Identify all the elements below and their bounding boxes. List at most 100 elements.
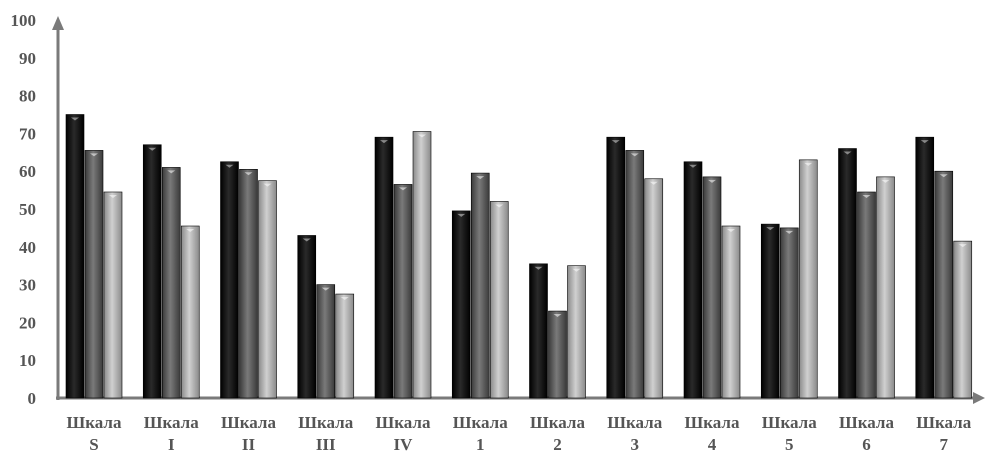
- bar-cap-1-2: [186, 229, 195, 233]
- bar-cap-11-2: [958, 244, 967, 248]
- y-tick-label: 50: [19, 200, 36, 219]
- bar-cap-1-0: [148, 147, 157, 151]
- x-tick-label-line2: 6: [862, 435, 871, 454]
- x-tick-label-line1: Шкала: [530, 413, 585, 432]
- bar-cap-7-1: [630, 153, 639, 157]
- bar-cap-1-1: [167, 170, 176, 174]
- bar-2-1: [239, 169, 258, 399]
- bar-cap-6-0: [534, 266, 543, 270]
- x-tick-label-line1: Шкала: [916, 413, 971, 432]
- bar-10-2: [876, 176, 895, 399]
- bar-8-0: [683, 161, 703, 399]
- x-tick-label: Шкала 6: [839, 413, 894, 454]
- bar-cap-0-2: [109, 194, 117, 198]
- bar-3-2: [335, 293, 355, 399]
- bar-0-0: [65, 114, 85, 399]
- bar-cap-4-1: [399, 187, 407, 191]
- bar-5-1: [470, 172, 490, 399]
- bar-4-2: [412, 131, 432, 399]
- bar-cap-6-2: [572, 268, 581, 272]
- bar-cap-7-2: [649, 181, 658, 185]
- bar-8-1: [702, 176, 722, 399]
- x-tick-label: Шкала III: [298, 413, 353, 454]
- x-axis-arrow: [973, 392, 985, 404]
- bar-6-1: [548, 310, 567, 399]
- x-tick-label: Шкала S: [67, 413, 122, 454]
- chart-axes: 0 10 20 30 40 50 60 70 80 90 100: [11, 11, 985, 408]
- bar-11-0: [915, 136, 935, 399]
- bar-9-0: [760, 223, 780, 399]
- bar-11-2: [953, 240, 973, 399]
- x-tick-label-line2: S: [89, 435, 98, 454]
- bar-cap-2-1: [244, 172, 253, 176]
- bar-cap-10-2: [881, 179, 890, 183]
- x-tick-label-line1: Шкала: [685, 413, 740, 432]
- bar-0-1: [84, 150, 104, 399]
- bar-cap-9-2: [804, 162, 813, 166]
- bar-5-0: [451, 210, 471, 399]
- y-tick-label: 60: [19, 162, 36, 181]
- x-tick-label: Шкала IV: [376, 413, 431, 454]
- bar-cap-8-0: [689, 164, 697, 168]
- x-tick-label: Шкала II: [221, 413, 276, 454]
- x-tick-label-line2: IV: [394, 435, 414, 454]
- bar-4-0: [374, 136, 394, 399]
- bar-cap-0-0: [71, 117, 79, 121]
- y-tick-label: 20: [19, 313, 36, 332]
- bar-9-1: [779, 227, 799, 399]
- bar-7-1: [625, 150, 645, 399]
- x-tick-label-line1: Шкала: [839, 413, 894, 432]
- x-tick-label-line1: Шкала: [762, 413, 817, 432]
- bar-1-2: [180, 225, 200, 399]
- x-tick-label-line1: Шкала: [67, 413, 122, 432]
- bar-cap-6-1: [553, 314, 562, 318]
- x-tick-label-line2: 2: [553, 435, 562, 454]
- bar-4-1: [393, 184, 413, 399]
- bar-3-1: [316, 284, 336, 399]
- x-tick-label-line1: Шкала: [144, 413, 199, 432]
- y-tick-label: 40: [19, 238, 36, 257]
- x-tick-label-line1: Шкала: [607, 413, 662, 432]
- bar-cap-5-2: [495, 204, 504, 208]
- bar-10-1: [857, 191, 876, 399]
- bar-cap-11-0: [920, 140, 929, 144]
- bar-cap-8-2: [727, 229, 735, 233]
- bar-cap-4-2: [418, 134, 426, 138]
- bar-5-2: [489, 201, 509, 399]
- bar-9-2: [798, 159, 818, 399]
- y-tick-label: 100: [11, 11, 37, 30]
- x-tick-label-line1: Шкала: [221, 413, 276, 432]
- bar-cap-11-1: [939, 174, 948, 178]
- bar-cap-9-1: [785, 230, 794, 234]
- y-tick-label: 30: [19, 276, 36, 295]
- bar-cap-3-0: [302, 238, 311, 242]
- category-labels: Шкала S Шкала I Шкала II Шкала III Шкала IV Шкала 1…: [67, 413, 972, 454]
- y-tick-label: 70: [19, 124, 36, 143]
- bar-6-0: [529, 263, 548, 399]
- x-tick-label: Шкала 7: [916, 413, 971, 454]
- x-tick-label: Шкала 5: [762, 413, 817, 454]
- y-tick-label: 0: [28, 389, 37, 408]
- bar-10-0: [838, 148, 857, 399]
- x-tick-label-line2: 1: [476, 435, 485, 454]
- bar-6-2: [567, 265, 586, 399]
- bars-group: [65, 114, 973, 399]
- bar-cap-7-0: [611, 140, 620, 144]
- x-tick-label-line2: II: [242, 435, 256, 454]
- bar-0-2: [103, 191, 123, 399]
- bar-cap-8-1: [708, 179, 716, 183]
- bar-cap-10-0: [843, 151, 852, 155]
- y-tick-label: 10: [19, 351, 36, 370]
- x-tick-label-line1: Шкала: [376, 413, 431, 432]
- bar-cap-3-2: [340, 297, 349, 301]
- bar-cap-4-0: [380, 140, 388, 144]
- bar-cap-10-1: [862, 194, 871, 198]
- bar-1-0: [142, 144, 162, 399]
- bar-cap-5-0: [457, 213, 466, 217]
- bar-2-0: [220, 161, 239, 399]
- x-tick-label-line2: 5: [785, 435, 794, 454]
- bar-1-1: [161, 167, 181, 399]
- bar-8-2: [721, 225, 741, 399]
- x-tick-label: Шкала I: [144, 413, 199, 454]
- bar-cap-2-0: [225, 164, 234, 168]
